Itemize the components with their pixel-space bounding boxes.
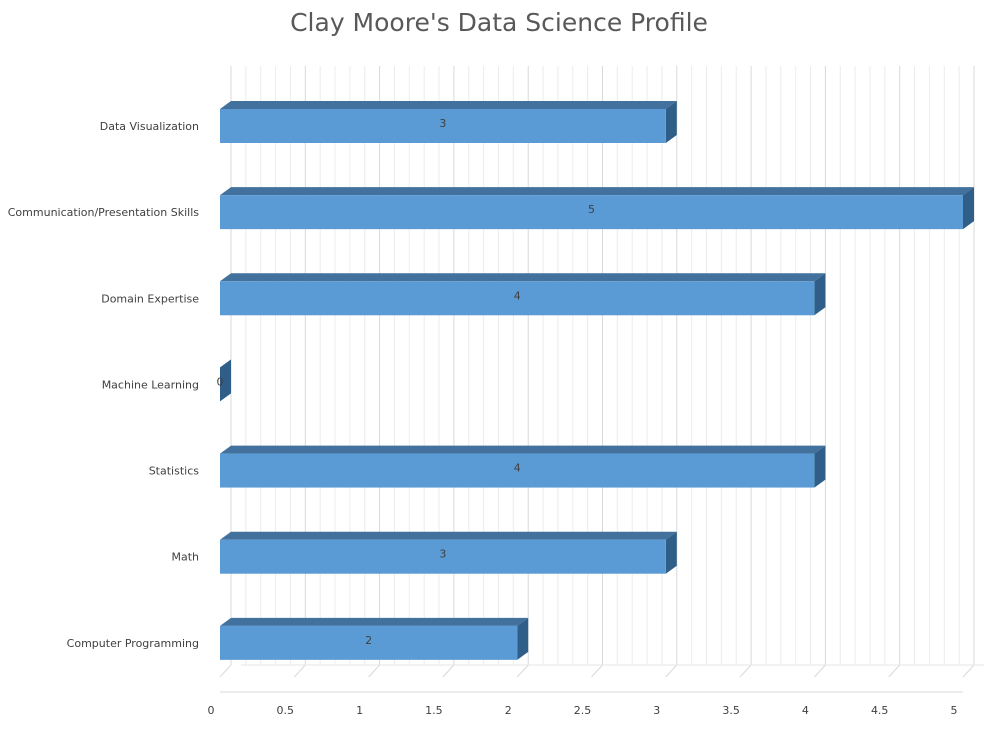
data-label: 5 — [588, 203, 595, 216]
data-label: 4 — [514, 462, 521, 475]
gridline-floor — [219, 664, 232, 678]
x-tick-label: 3.5 — [722, 704, 740, 717]
data-label: 3 — [439, 548, 446, 561]
category-label: Data Visualization — [100, 120, 199, 133]
bar-side — [665, 531, 677, 574]
gridline-floor — [665, 664, 678, 678]
category-label: Statistics — [149, 465, 200, 478]
bar — [220, 195, 963, 230]
gridline-floor — [293, 664, 306, 678]
x-tick-label: 4 — [802, 704, 809, 717]
bar-side — [814, 273, 826, 316]
x-tick-label: 2 — [505, 704, 512, 717]
gridline-floor — [442, 664, 455, 678]
gridline-floor — [516, 664, 529, 678]
gridline-floor — [888, 664, 901, 678]
data-label: 4 — [514, 289, 521, 302]
category-label: Domain Expertise — [101, 292, 199, 305]
gridline-floor — [814, 664, 826, 678]
bar — [220, 281, 815, 316]
data-label: 0 — [217, 375, 224, 388]
bar-top — [220, 187, 974, 196]
bar-side — [963, 187, 974, 230]
gridline-floor — [591, 664, 603, 678]
bar-top — [220, 273, 826, 282]
gridline-floor — [962, 664, 975, 678]
chart-title: Clay Moore's Data Science Profile — [290, 8, 708, 37]
data-label: 2 — [365, 634, 372, 647]
bar-top — [220, 445, 826, 454]
bar-side — [665, 101, 677, 143]
category-label: Machine Learning — [102, 378, 199, 391]
category-label: Math — [171, 551, 199, 564]
x-tick-label: 2.5 — [574, 704, 592, 717]
x-tick-label: 3 — [653, 704, 660, 717]
bar-top — [220, 617, 529, 626]
bar — [220, 109, 666, 143]
gridline-floor — [368, 664, 380, 678]
x-tick-label: 5 — [951, 704, 958, 717]
gridline-floor — [739, 664, 752, 678]
bar — [220, 625, 518, 660]
bar — [220, 453, 815, 488]
bar-side — [220, 359, 231, 402]
bar-top — [220, 101, 677, 109]
x-tick-label: 0.5 — [277, 704, 295, 717]
x-tick-label: 4.5 — [871, 704, 889, 717]
x-tick-label: 1 — [356, 704, 363, 717]
x-tick-label: 1.5 — [425, 704, 443, 717]
category-label: Communication/Presentation Skills — [8, 206, 200, 219]
bar — [220, 539, 666, 574]
category-label: Computer Programming — [67, 637, 199, 650]
bar-side — [814, 445, 826, 488]
bar-top — [220, 531, 677, 540]
data-label: 3 — [439, 117, 446, 130]
x-tick-label: 0 — [208, 704, 215, 717]
bar-side — [517, 617, 529, 660]
